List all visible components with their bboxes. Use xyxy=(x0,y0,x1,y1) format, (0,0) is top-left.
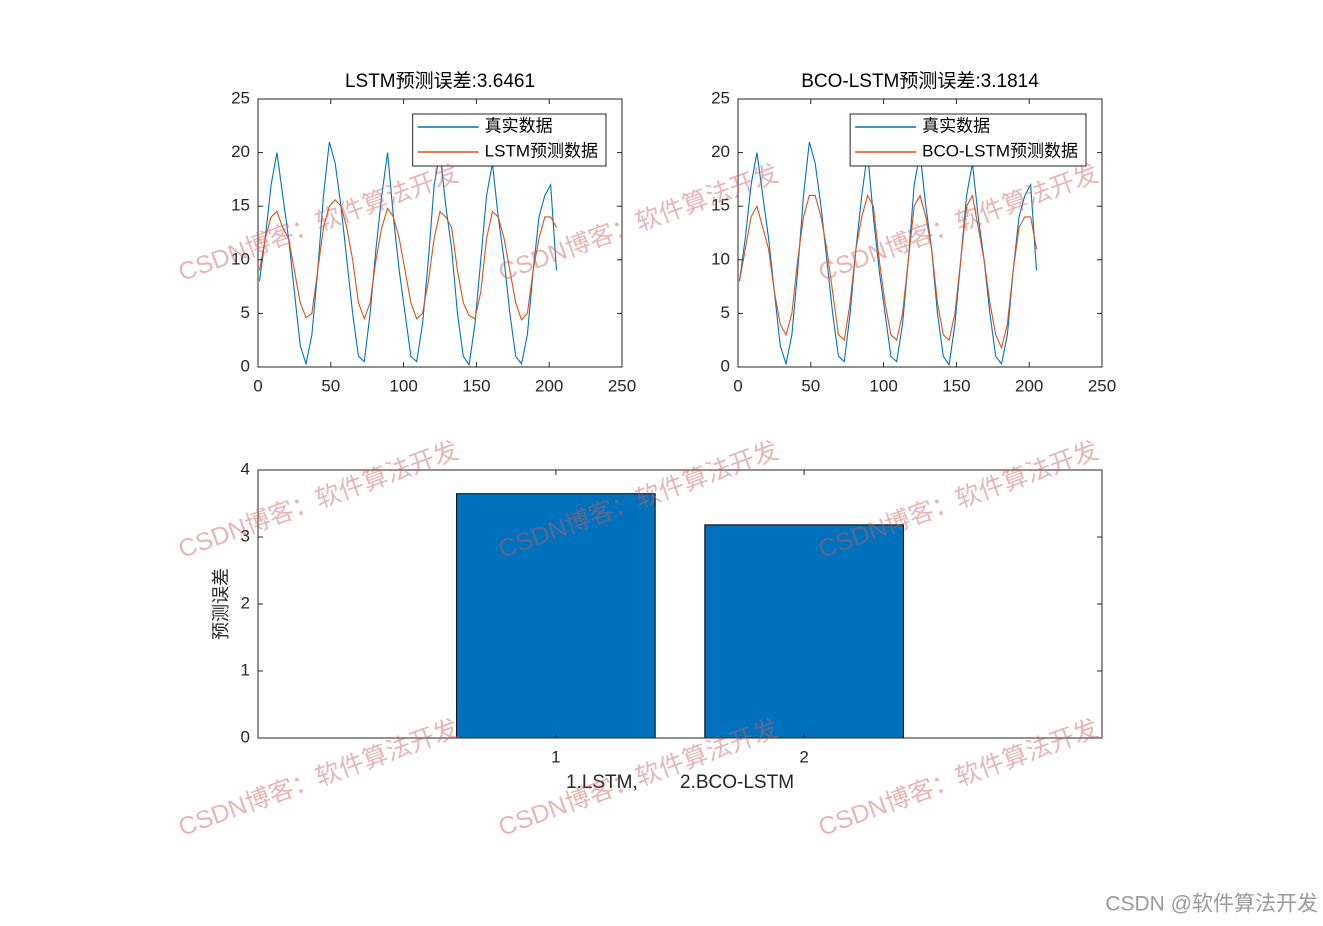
legend-box xyxy=(412,113,607,167)
chart-title: BCO-LSTM预测误差:3.1814 xyxy=(801,70,1039,92)
legend: 真实数据 LSTM预测数据 xyxy=(412,113,607,167)
x-tick-label: 250 xyxy=(1088,376,1116,395)
data-line xyxy=(258,198,557,321)
legend-box xyxy=(849,113,1087,167)
y-tick-label: 20 xyxy=(711,142,730,161)
x-tick-label: 150 xyxy=(462,376,490,395)
legend-label: LSTM预测数据 xyxy=(485,141,598,160)
y-tick-label: 25 xyxy=(711,88,730,107)
x-tick-label: 1 xyxy=(551,747,560,766)
y-tick-label: 4 xyxy=(241,459,250,478)
bar xyxy=(456,493,656,739)
x-tick-label: 150 xyxy=(942,376,970,395)
legend-label: 真实数据 xyxy=(922,116,990,135)
x-tick-label: 100 xyxy=(869,376,897,395)
y-tick-label: 2 xyxy=(241,593,250,612)
x-tick-label: 0 xyxy=(733,376,742,395)
footer: CSDN @软件算法开发 xyxy=(1105,893,1318,916)
data-line xyxy=(738,193,1038,350)
y-tick-label: 25 xyxy=(231,88,250,107)
plots: 0 50 100 150 200 2500510152025LSTM预测误差:3.6461… xyxy=(211,70,1116,793)
chart-title: LSTM预测误差:3.6461 xyxy=(345,70,535,92)
legend-label: BCO-LSTM预测数据 xyxy=(922,141,1078,160)
y-tick-label: 10 xyxy=(231,249,250,268)
y-axis-label: 预测误差 xyxy=(211,568,232,640)
x-axis-label: 1.LSTM, 2.BCO-LSTM xyxy=(566,772,794,793)
y-tick-label: 0 xyxy=(721,356,730,375)
x-tick-label: 50 xyxy=(801,376,820,395)
axes-box xyxy=(257,98,623,368)
x-tick-label: 50 xyxy=(321,376,340,395)
x-tick-label: 200 xyxy=(535,376,563,395)
y-tick-label: 10 xyxy=(711,249,730,268)
x-tick-label: 200 xyxy=(1015,376,1043,395)
legend: 真实数据 BCO-LSTM预测数据 xyxy=(849,113,1087,167)
axes: 1 2 0 1 2 3 4 1.LSTM, 2.BCO-LSTM 预测误差 xyxy=(211,459,1103,793)
y-tick-label: 20 xyxy=(231,142,250,161)
y-tick-label: 5 xyxy=(721,303,730,322)
y-tick-label: 1 xyxy=(241,660,250,679)
bar xyxy=(704,524,904,739)
axes-box xyxy=(737,98,1103,368)
y-tick-label: 0 xyxy=(241,356,250,375)
y-tick-label: 15 xyxy=(711,196,730,215)
data-line xyxy=(738,141,1038,367)
legend-label: 真实数据 xyxy=(485,116,553,135)
axes: 0 50 100 150 200 250 0 5 10 15 20 25 BCO-LSTM预测误差:3.… xyxy=(711,70,1116,395)
y-tick-label: 15 xyxy=(231,196,250,215)
data-line xyxy=(258,141,558,367)
y-tick-label: 5 xyxy=(241,303,250,322)
x-tick-label: 250 xyxy=(608,376,636,395)
axes: 0 50 100 150 200 250 0 5 10 15 20 25 LSTM预测误差:3.6461… xyxy=(231,70,636,395)
y-tick-label: 0 xyxy=(241,727,250,746)
plot-area xyxy=(258,470,1102,738)
x-tick-label: 0 xyxy=(253,376,262,395)
x-tick-label: 2 xyxy=(799,747,808,766)
y-tick-label: 3 xyxy=(241,526,250,545)
x-tick-label: 100 xyxy=(389,376,417,395)
